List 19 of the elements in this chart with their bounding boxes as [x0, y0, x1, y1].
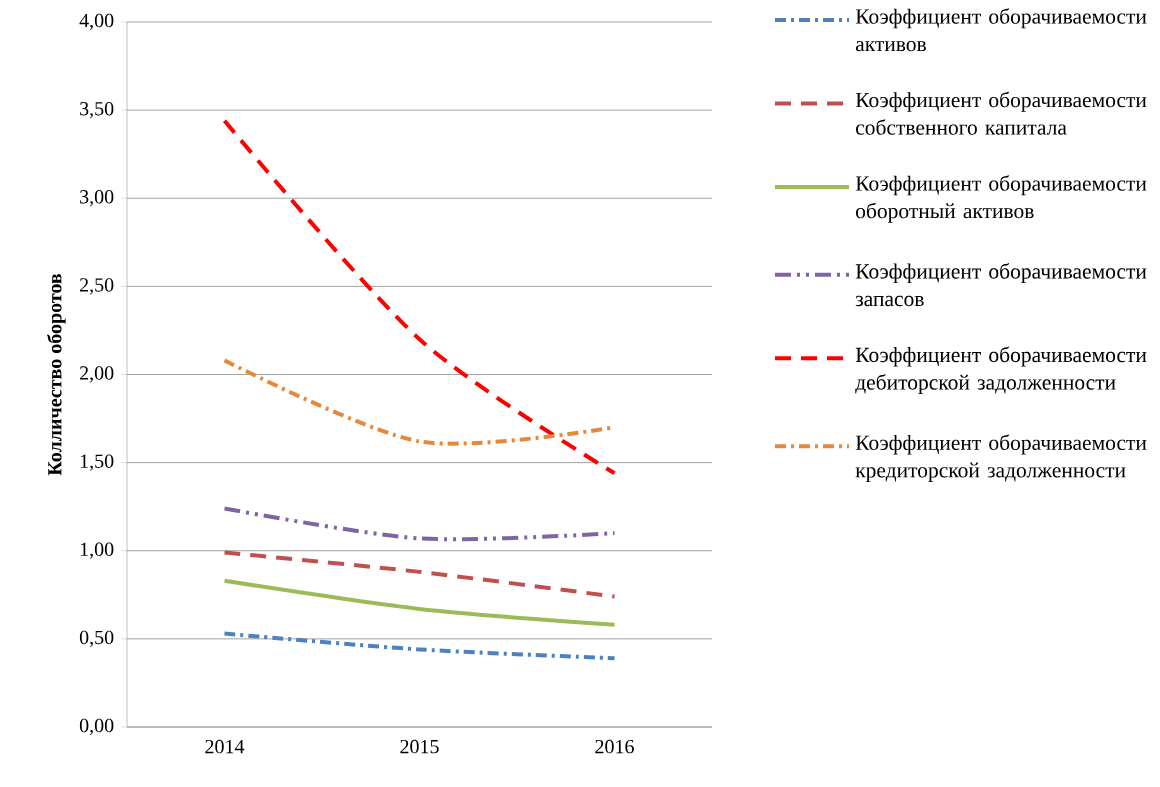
legend-label: Коэффициент оборачиваемости дебиторской задолженности: [855, 346, 1147, 395]
y-tick-label: 1,00: [80, 542, 114, 559]
legend-label: Коэффициент оборачиваемости запасов: [855, 263, 1147, 307]
legend-label: Коэффициент оборачиваемости собственного капитала: [855, 91, 1147, 135]
y-tick-label: 3,50: [80, 101, 114, 119]
y-tick-label: 4,00: [79, 13, 114, 31]
x-tick-label: 2015: [400, 739, 439, 754]
y-tick-label: 2,00: [80, 366, 114, 383]
y-tick-label: 3,00: [80, 190, 114, 207]
legend-label: Коэффициент оборачиваемости оборотный активов: [855, 175, 1147, 223]
x-tick-label: 2014: [205, 739, 245, 754]
y-tick-label: 0,50: [79, 630, 114, 648]
legend-label: Коэффициент оборачиваемости кредиторской задолженности: [855, 434, 1147, 482]
y-tick-label: 1,50: [80, 454, 114, 471]
x-tick-label: 2016: [595, 739, 634, 754]
legend-label: Коэффициент оборачиваемости активов: [855, 8, 1147, 52]
y-tick-label: 2,50: [80, 278, 114, 295]
y-tick-label: 0,00: [79, 718, 114, 736]
y-axis-title: Колличество оборотов: [47, 273, 66, 476]
